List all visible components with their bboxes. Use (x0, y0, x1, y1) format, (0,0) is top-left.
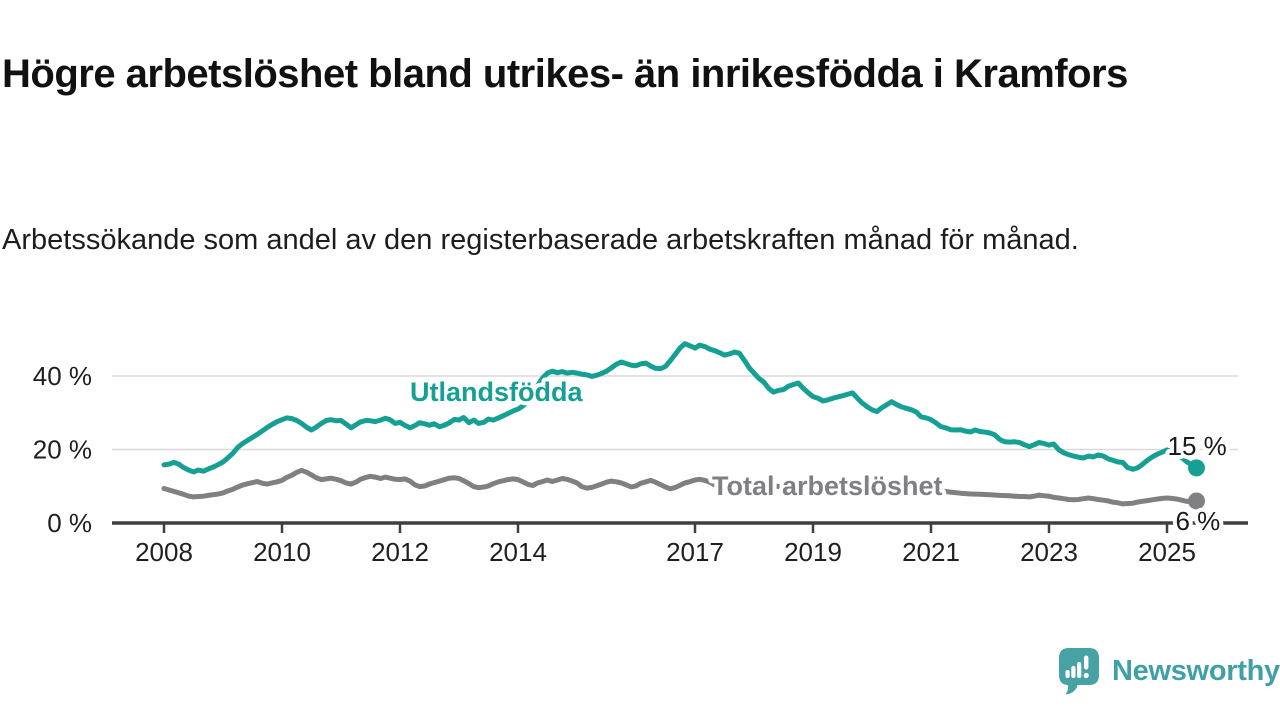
x-tick-label: 2019 (784, 537, 842, 567)
x-tick-label: 2023 (1020, 537, 1078, 567)
utlandsf-dda-end-dot (1188, 459, 1205, 477)
x-tick-label: 2017 (666, 537, 724, 567)
x-tick-label: 2025 (1138, 537, 1196, 567)
utlandsf-dda-label: Utlandsfödda (410, 377, 583, 407)
y-tick-label: 0 % (47, 508, 92, 538)
newsworthy-brand-text: Newsworthy (1112, 654, 1280, 687)
page-title: Högre arbetslöshet bland utrikes- än inr… (2, 51, 1128, 96)
newsworthy-speech-bubble-bar-chart-icon (1059, 648, 1099, 695)
x-tick-label: 2021 (902, 537, 960, 567)
total-arbetsl-shet-end-dot (1188, 492, 1205, 510)
y-tick-label: 40 % (33, 361, 92, 391)
newsworthy-logo: Newsworthy (1056, 646, 1280, 696)
utlandsf-dda-end-label: 15 % (1168, 431, 1227, 461)
x-tick-label: 2014 (489, 537, 547, 567)
total-arbetsl-shet-label: Total arbetslöshet (712, 471, 943, 501)
page-subtitle: Arbetssökande som andel av den registerb… (2, 224, 1079, 256)
utlandsf-dda-line (161, 341, 1199, 475)
x-tick-label: 2012 (371, 537, 429, 567)
y-tick-label: 20 % (33, 435, 92, 465)
total-arbetsl-shet-end-label: 6 % (1176, 506, 1221, 536)
x-tick-label: 2010 (253, 537, 311, 567)
x-tick-label: 2008 (135, 537, 193, 567)
total-arbetsl-shet-line (161, 467, 1199, 507)
